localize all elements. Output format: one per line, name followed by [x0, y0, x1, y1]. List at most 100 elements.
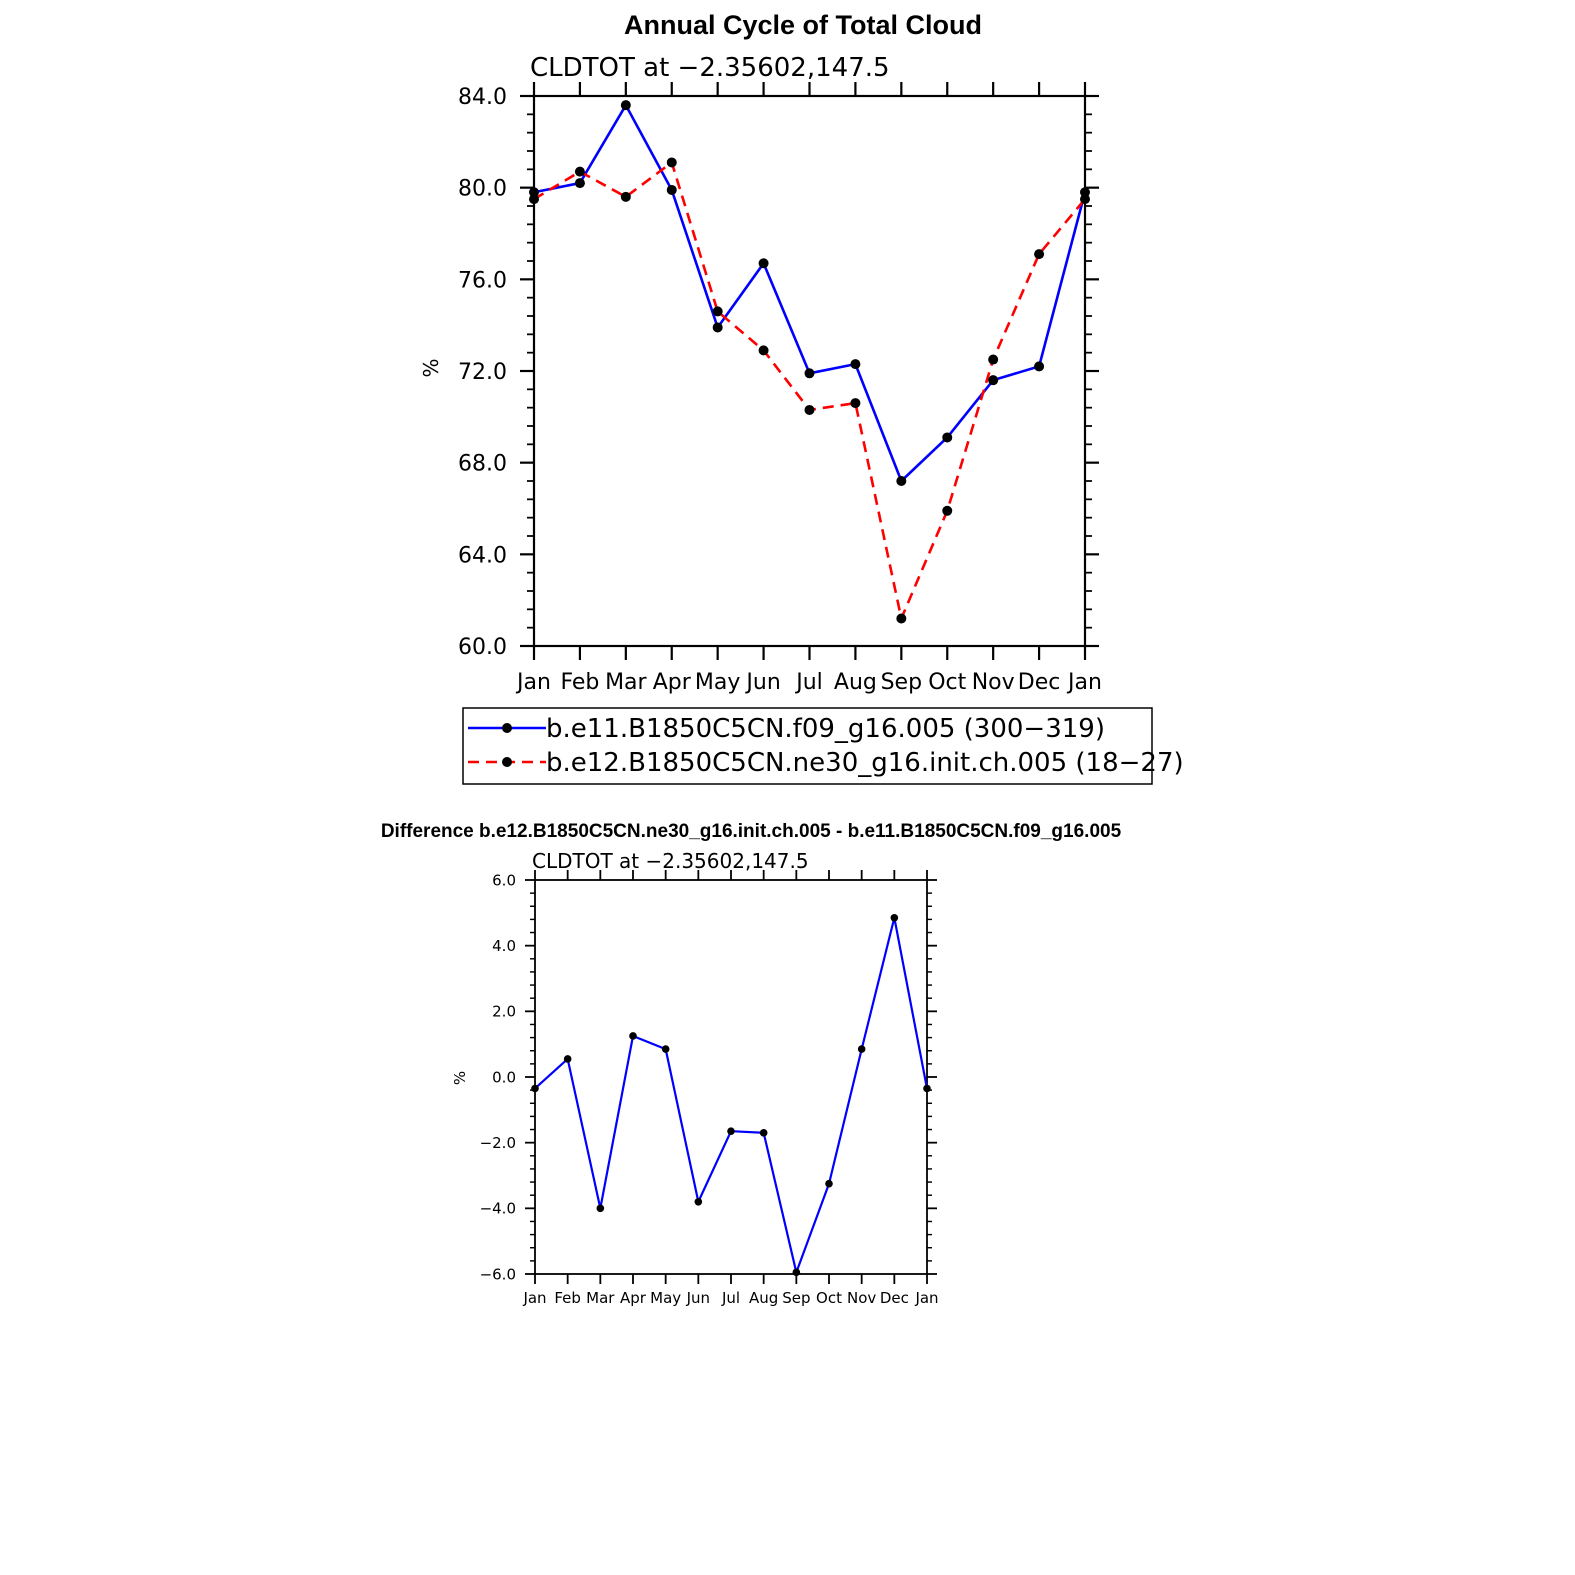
legend-swatch-marker-1	[502, 723, 512, 733]
diff-title: Difference b.e12.B1850C5CN.ne30_g16.init…	[381, 821, 1122, 842]
main-title: Annual Cycle of Total Cloud	[624, 10, 982, 40]
x-tick-label: Sep	[782, 1289, 810, 1307]
series-1-point	[531, 1084, 539, 1093]
chart2-axes: Jan Feb Mar Apr May Jun Jul Aug Sep Oct Nov Dec Jan−…	[480, 870, 939, 1307]
x-tick-label: Nov	[972, 670, 1015, 695]
chart1-ylabel: %	[419, 358, 443, 377]
series-1-point	[804, 368, 815, 379]
series-2-point	[988, 354, 999, 365]
chart1-legend: b.e11.B1850C5CN.f09_g16.005 (300−319) b.…	[462, 707, 1184, 785]
series-1-point	[896, 476, 907, 486]
x-tick-label: Oct	[816, 1289, 842, 1307]
series-1-point	[758, 258, 769, 269]
series-1-point	[850, 359, 861, 370]
y-tick-label: 4.0	[492, 937, 516, 955]
chart2-subtitle: CLDTOT at −2.35602,147.5	[532, 849, 809, 873]
y-tick-label: 0.0	[492, 1068, 516, 1086]
x-tick-label: Jan	[914, 1289, 938, 1307]
series-2-point	[620, 191, 631, 202]
series-line-2	[533, 161, 1086, 620]
series-line-1	[534, 916, 929, 1274]
series-line-1	[533, 103, 1087, 483]
series-2-point	[574, 166, 585, 177]
x-tick-label: Dec	[880, 1289, 909, 1307]
series-1-point	[661, 1045, 670, 1053]
series-1-point	[825, 1179, 833, 1188]
x-tick-label: Mar	[586, 1289, 615, 1307]
x-tick-label: Apr	[620, 1289, 647, 1307]
x-tick-label: Nov	[847, 1289, 876, 1307]
x-tick-label: Jan	[1066, 670, 1102, 695]
series-1-point	[988, 375, 999, 386]
chart2-series	[531, 913, 931, 1277]
y-tick-label: 60.0	[458, 635, 507, 660]
x-tick-label: Jan	[515, 670, 551, 695]
chart1-series	[529, 100, 1090, 624]
x-tick-label: Apr	[653, 670, 692, 695]
y-tick-label: 68.0	[458, 452, 507, 477]
series-2-point	[529, 194, 539, 205]
series-2-point	[850, 398, 861, 409]
series-1-point	[1034, 361, 1045, 372]
series-1-point	[759, 1129, 768, 1137]
x-tick-label: Jul	[721, 1289, 740, 1307]
x-tick-label: Oct	[928, 670, 966, 695]
series-2-point	[896, 613, 907, 624]
series-1-point	[574, 178, 585, 189]
series-1-point	[596, 1204, 605, 1213]
series-2-point	[1034, 249, 1045, 260]
y-tick-label: 84.0	[458, 85, 507, 110]
series-1-point	[792, 1268, 801, 1277]
y-tick-label: 72.0	[458, 360, 507, 385]
x-tick-label: Feb	[560, 670, 599, 695]
series-1-point	[942, 432, 953, 443]
series-1-point	[712, 322, 723, 333]
x-tick-label: Jun	[686, 1289, 710, 1307]
series-1-point	[529, 187, 539, 198]
series-1-point	[629, 1032, 637, 1040]
x-tick-label: Aug	[834, 670, 877, 695]
series-2-point	[942, 505, 953, 516]
y-tick-label: −2.0	[480, 1134, 516, 1152]
series-1-point	[563, 1055, 572, 1063]
chart1-axes: Jan Feb Mar Apr May Jun Jul Aug Sep Oct Nov Dec Jan6…	[458, 82, 1102, 695]
series-2-point	[666, 157, 677, 168]
series-1-point	[890, 913, 899, 922]
legend-label-2: b.e12.B1850C5CN.ne30_g16.init.ch.005 (18…	[546, 748, 1184, 778]
x-tick-label: Jul	[794, 670, 823, 695]
y-tick-label: 80.0	[458, 177, 507, 202]
plot-frame	[534, 879, 928, 1275]
x-tick-label: Dec	[1018, 670, 1061, 695]
y-tick-label: 76.0	[458, 268, 507, 293]
y-tick-label: −6.0	[480, 1265, 516, 1283]
series-1-point	[620, 100, 631, 111]
x-tick-label: Sep	[881, 670, 922, 695]
series-1-point	[666, 184, 677, 195]
series-1-point	[857, 1045, 866, 1053]
series-2-point	[1080, 194, 1090, 205]
series-1-point	[694, 1197, 703, 1206]
legend-label-1: b.e11.B1850C5CN.f09_g16.005 (300−319)	[546, 714, 1105, 744]
series-2-point	[804, 404, 815, 415]
legend-swatch-marker-2	[502, 757, 512, 767]
series-1-point	[727, 1127, 735, 1135]
y-tick-label: −4.0	[480, 1200, 516, 1218]
series-1-point	[1080, 187, 1090, 198]
x-tick-label: Aug	[749, 1289, 778, 1307]
y-tick-label: 64.0	[458, 543, 507, 568]
series-2-point	[758, 345, 769, 356]
x-tick-label: Mar	[605, 670, 647, 695]
chart1-subtitle: CLDTOT at −2.35602,147.5	[530, 53, 890, 83]
x-tick-label: Feb	[554, 1289, 581, 1307]
chart2-ylabel: %	[451, 1071, 469, 1085]
series-2-point	[712, 306, 723, 317]
legend-box	[462, 707, 1153, 785]
y-tick-label: 2.0	[492, 1003, 516, 1021]
x-tick-label: May	[695, 670, 740, 695]
x-tick-label: May	[650, 1289, 681, 1307]
x-tick-label: Jan	[522, 1289, 546, 1307]
series-1-point	[923, 1084, 931, 1093]
y-tick-label: 6.0	[492, 871, 516, 889]
x-tick-label: Jun	[744, 670, 780, 695]
